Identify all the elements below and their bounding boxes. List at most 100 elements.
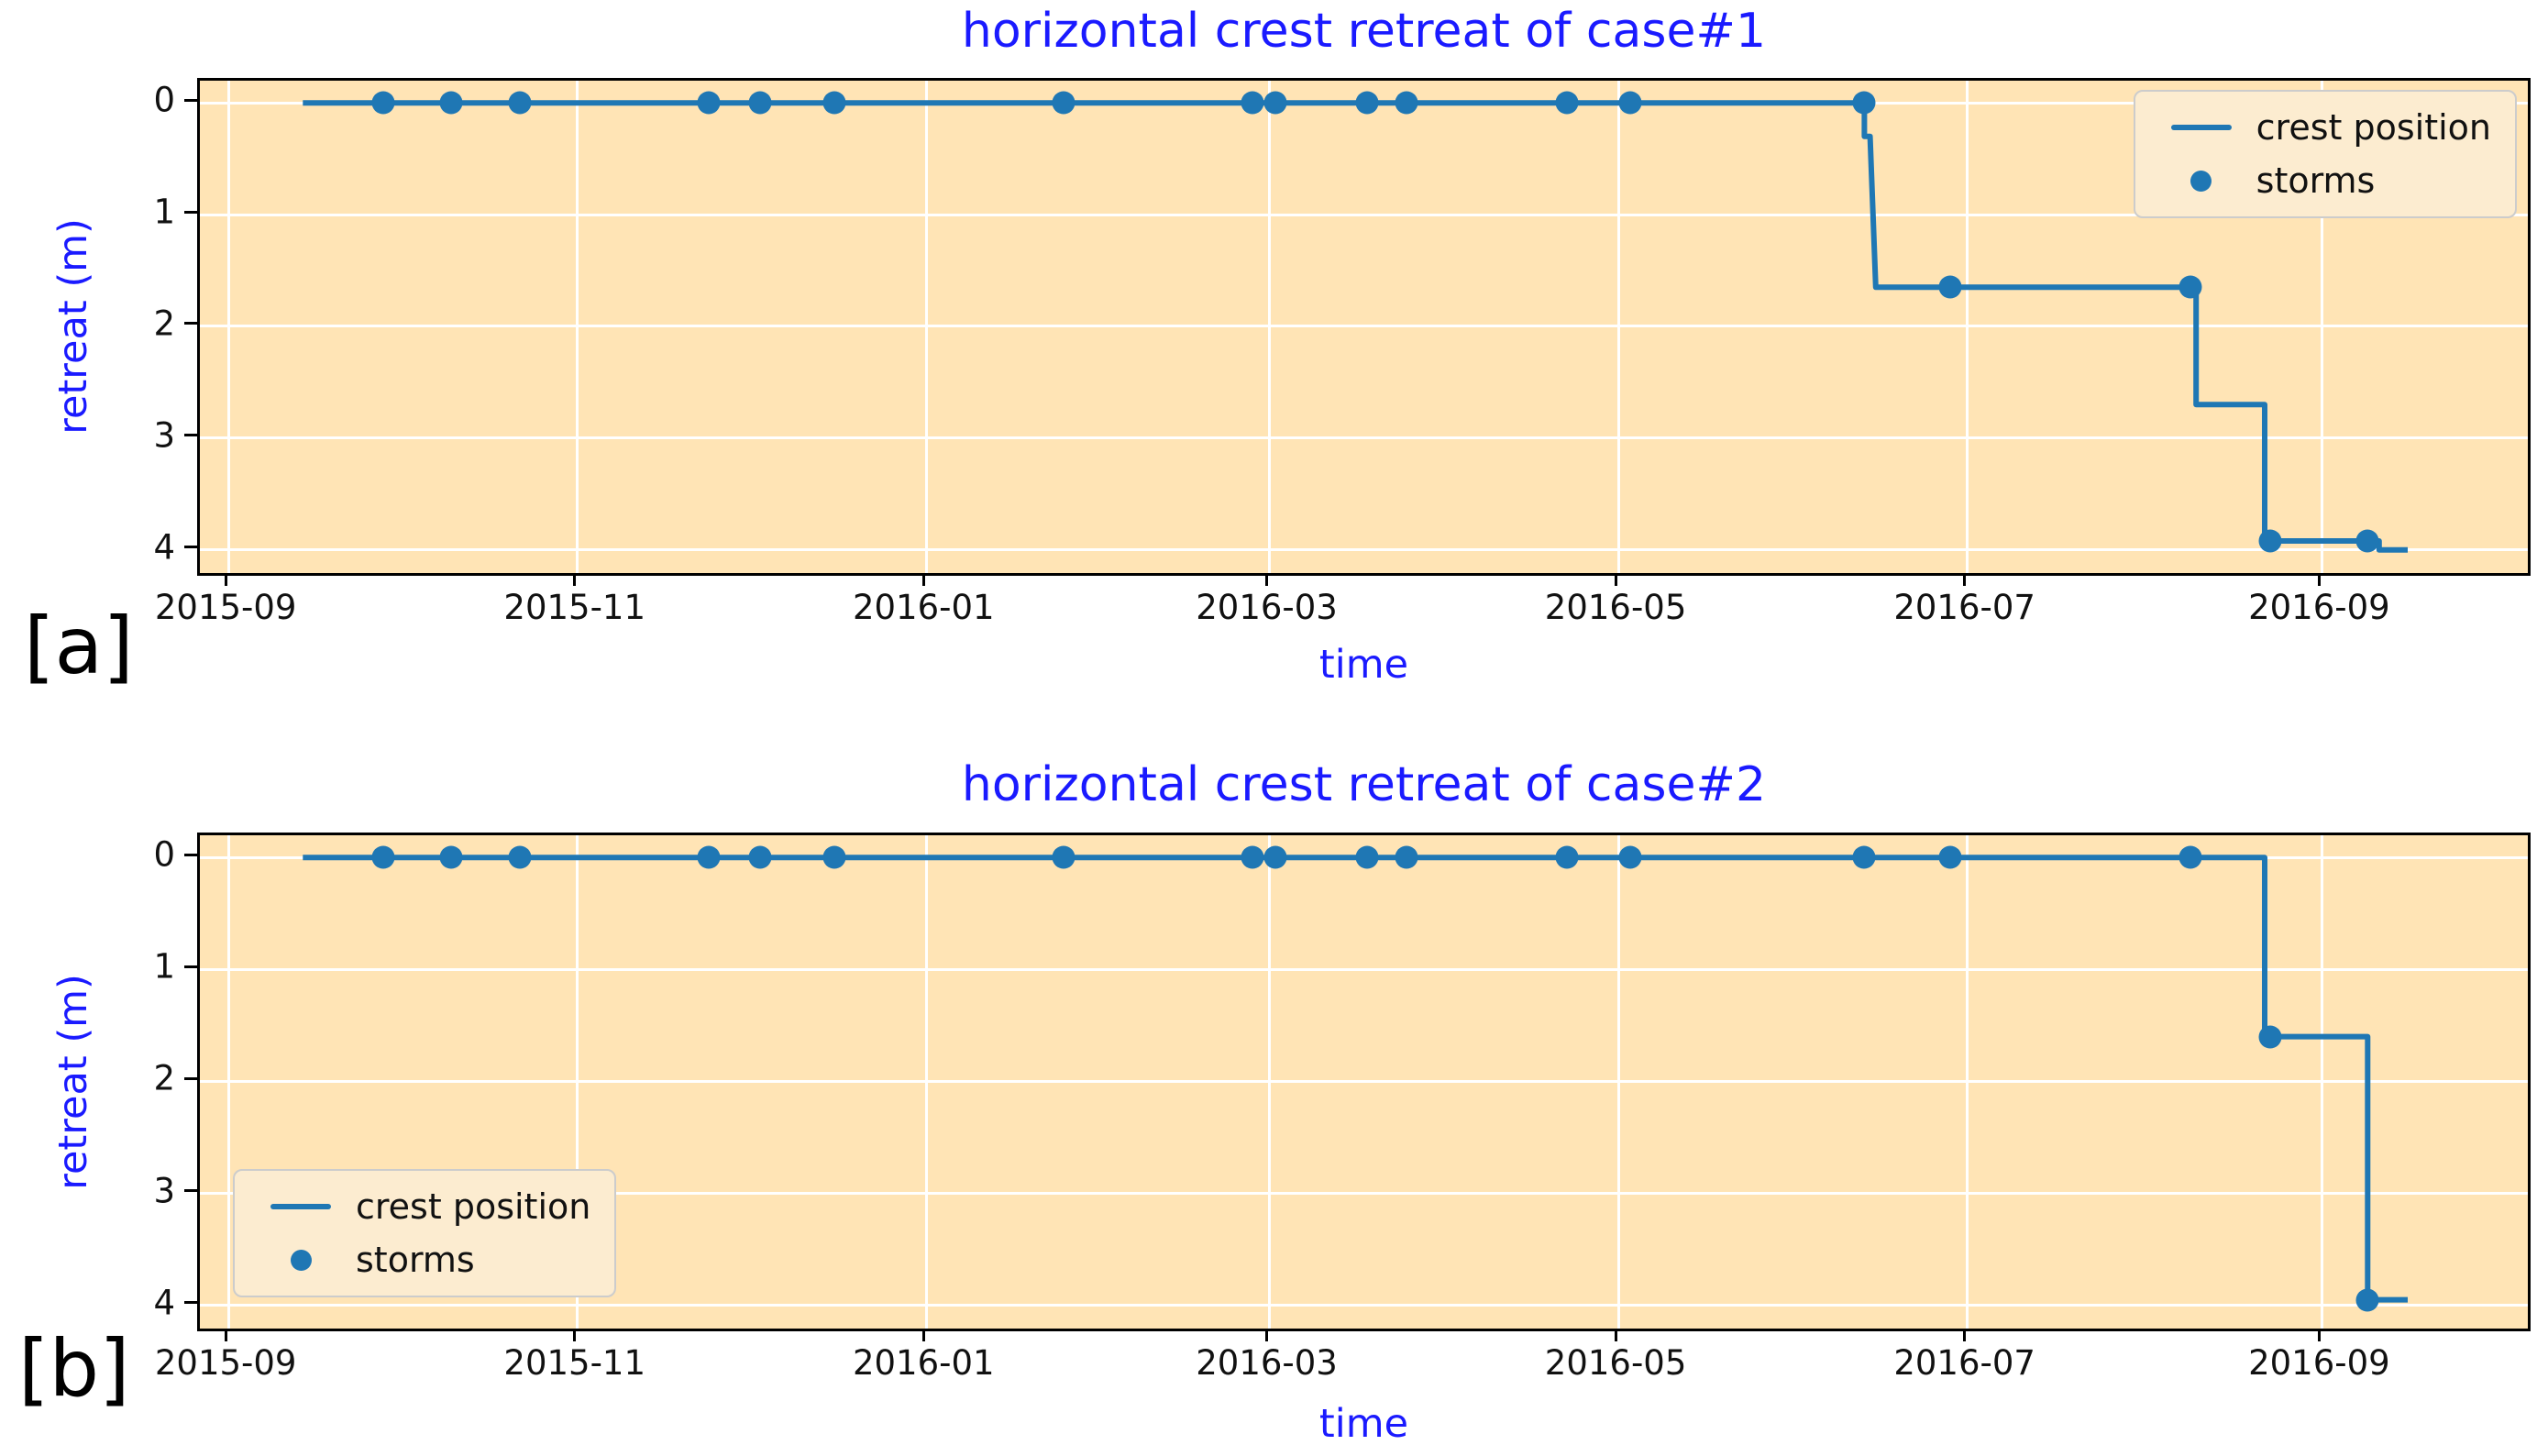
- y-tick-label: 3: [153, 1171, 175, 1211]
- storm-marker: [439, 845, 463, 869]
- v-gridline: [924, 835, 928, 1329]
- storm-marker: [439, 91, 463, 115]
- storm-marker: [822, 845, 846, 869]
- x-tick-label: 2016-05: [1544, 1343, 1687, 1383]
- y-tick-label: 0: [153, 80, 175, 120]
- storm-marker: [2258, 1025, 2282, 1049]
- y-tick-label: 2: [153, 1058, 175, 1098]
- legend-entry-crest-position: crest position: [2146, 101, 2491, 154]
- storm-marker: [1052, 845, 1075, 869]
- x-tick-mark: [921, 573, 925, 586]
- y-tick-mark: [184, 853, 197, 856]
- y-tick-mark: [184, 322, 197, 325]
- storm-marker: [508, 91, 532, 115]
- x-tick-mark: [2317, 573, 2321, 586]
- legend-entry-storms: storms: [2146, 154, 2491, 207]
- storm-marker: [1555, 845, 1579, 869]
- y-tick-label: 4: [153, 1283, 175, 1323]
- x-tick-label: 2016-07: [1893, 588, 2035, 627]
- y-tick-mark: [184, 98, 197, 102]
- storm-marker: [1618, 845, 1642, 869]
- h-gridline: [200, 1304, 2528, 1307]
- y-tick-mark: [184, 1076, 197, 1080]
- storm-marker: [1852, 845, 1876, 869]
- x-tick-mark: [2317, 1329, 2321, 1341]
- storm-marker: [1263, 845, 1287, 869]
- legend-line-symbol: [246, 1204, 356, 1209]
- storm-marker: [1052, 91, 1075, 115]
- legend-dot-symbol: [246, 1249, 356, 1271]
- x-tick-label: 2015-11: [503, 1343, 646, 1383]
- x-tick-label: 2016-05: [1544, 588, 1687, 627]
- storm-marker: [1395, 845, 1418, 869]
- x-tick-label: 2016-07: [1893, 1343, 2035, 1383]
- y-tick-mark: [184, 965, 197, 968]
- y-tick-label: 2: [153, 303, 175, 344]
- storm-marker: [508, 845, 532, 869]
- x-tick-mark: [1265, 573, 1269, 586]
- panel-label-b: [b]: [18, 1323, 130, 1415]
- v-gridline: [1616, 81, 1620, 573]
- v-gridline: [576, 81, 579, 573]
- y-tick-mark: [184, 210, 197, 214]
- storm-marker: [371, 845, 395, 869]
- storm-marker: [1852, 91, 1876, 115]
- panel-label-a: [a]: [24, 601, 134, 692]
- v-gridline: [1966, 835, 1969, 1329]
- x-tick-mark: [224, 573, 227, 586]
- storm-marker: [1355, 91, 1379, 115]
- v-gridline: [2320, 835, 2323, 1329]
- x-tick-mark: [573, 1329, 577, 1341]
- chart-b-legend: crest position storms: [233, 1169, 617, 1297]
- y-tick-label: 0: [153, 834, 175, 875]
- legend-entry-crest-position: crest position: [246, 1180, 590, 1233]
- y-tick-mark: [184, 1301, 197, 1305]
- chart-b-x-axis-label: time: [1318, 1401, 1409, 1447]
- storm-marker: [371, 91, 395, 115]
- storm-marker: [1241, 845, 1264, 869]
- x-tick-mark: [921, 1329, 925, 1341]
- legend-label: crest position: [2256, 107, 2491, 148]
- v-gridline: [576, 835, 579, 1329]
- v-gridline: [1268, 81, 1272, 573]
- storm-marker: [1355, 845, 1379, 869]
- h-gridline: [200, 325, 2528, 328]
- chart-a-legend: crest position storms: [2133, 90, 2517, 218]
- x-tick-mark: [224, 1329, 227, 1341]
- y-tick-mark: [184, 546, 197, 549]
- x-tick-label: 2016-09: [2248, 1343, 2390, 1383]
- x-tick-label: 2016-01: [852, 1343, 995, 1383]
- y-tick-mark: [184, 434, 197, 437]
- x-tick-mark: [1265, 1329, 1269, 1341]
- storm-marker: [1241, 91, 1264, 115]
- chart-a-y-axis-label: retreat (m): [50, 218, 96, 435]
- legend-line-symbol: [2146, 125, 2256, 130]
- x-tick-mark: [1614, 573, 1617, 586]
- x-tick-mark: [1614, 1329, 1617, 1341]
- chart-b-y-axis-label: retreat (m): [50, 974, 96, 1190]
- x-tick-mark: [1963, 1329, 1967, 1341]
- y-tick-label: 3: [153, 415, 175, 456]
- storm-marker: [1395, 91, 1418, 115]
- storm-marker: [1938, 275, 1962, 299]
- v-gridline: [924, 81, 928, 573]
- v-gridline: [226, 81, 230, 573]
- storm-marker: [1938, 845, 1962, 869]
- y-tick-label: 1: [153, 192, 175, 232]
- v-gridline: [2320, 81, 2323, 573]
- h-gridline: [200, 1079, 2528, 1083]
- x-tick-label: 2016-03: [1196, 588, 1338, 627]
- crest-position-line: [303, 100, 2408, 553]
- x-tick-label: 2016-09: [2248, 588, 2390, 627]
- v-gridline: [1268, 835, 1272, 1329]
- x-tick-label: 2015-11: [503, 588, 646, 627]
- h-gridline: [200, 967, 2528, 971]
- v-gridline: [226, 835, 230, 1329]
- storm-marker: [2258, 529, 2282, 553]
- v-gridline: [1966, 81, 1969, 573]
- legend-label: storms: [356, 1240, 475, 1280]
- h-gridline: [200, 1192, 2528, 1196]
- storm-marker: [2179, 845, 2202, 869]
- storm-marker: [2355, 1288, 2379, 1312]
